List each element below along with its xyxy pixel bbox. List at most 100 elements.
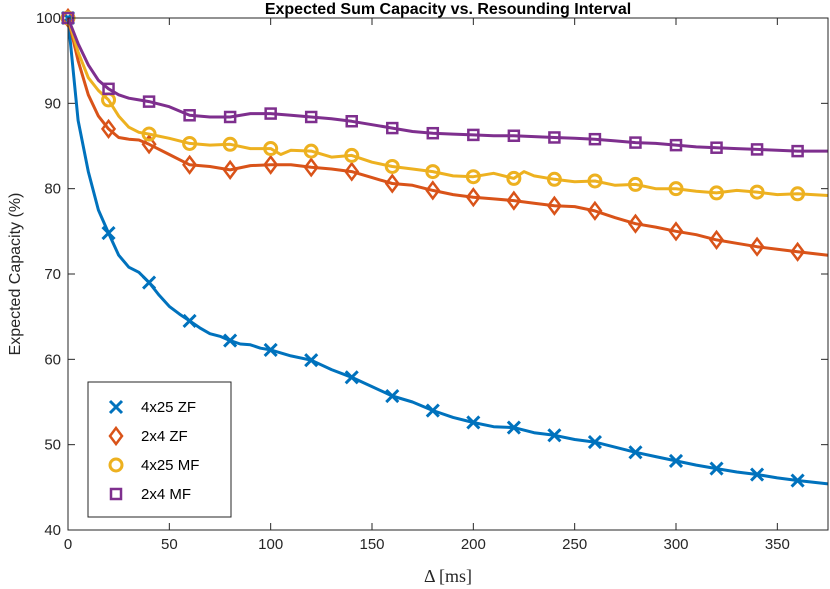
legend-label-4x25-zf: 4x25 ZF — [141, 399, 196, 416]
y-axis-label: Expected Capacity (%) — [7, 193, 24, 356]
data-point-2x4-zf — [182, 154, 198, 175]
data-point-4x25-mf — [546, 171, 562, 187]
x-axis-label: Δ [ms] — [424, 566, 472, 586]
data-point-2x4-mf — [629, 136, 642, 149]
data-point-2x4-zf — [587, 200, 603, 221]
data-point-4x25-zf — [668, 453, 684, 468]
legend-marker-2x4-mf — [109, 487, 123, 501]
data-point-2x4-mf — [467, 128, 480, 142]
data-point-2x4-zf — [506, 190, 522, 211]
data-point-4x25-mf — [627, 176, 643, 192]
data-point-4x25-zf — [547, 428, 562, 443]
data-point-2x4-zf — [263, 154, 279, 175]
data-point-2x4-mf — [183, 109, 196, 122]
legend-label-4x25-mf: 4x25 MF — [141, 457, 199, 474]
data-point-4x25-mf — [344, 147, 360, 163]
y-tick-label: 90 — [44, 95, 61, 112]
data-point-4x25-mf — [506, 170, 522, 186]
series-4x25-mf — [60, 10, 829, 202]
data-point-4x25-zf — [344, 370, 359, 385]
data-point-4x25-zf — [506, 420, 521, 435]
data-point-2x4-zf — [790, 241, 806, 262]
y-tick-label: 40 — [44, 522, 61, 539]
data-point-4x25-mf — [222, 136, 238, 152]
data-point-2x4-zf — [668, 221, 684, 242]
data-point-4x25-zf — [304, 353, 319, 368]
data-point-2x4-zf — [708, 229, 725, 250]
data-point-2x4-mf — [791, 144, 804, 158]
data-point-2x4-mf — [669, 138, 683, 152]
legend-label-2x4-zf: 2x4 ZF — [141, 428, 188, 445]
data-point-4x25-mf — [668, 181, 684, 197]
data-point-2x4-zf — [465, 187, 481, 208]
data-point-2x4-mf — [386, 121, 399, 135]
data-point-4x25-mf — [384, 158, 400, 174]
data-point-2x4-mf — [750, 143, 764, 156]
series-line-2x4-mf — [66, 17, 828, 153]
data-point-2x4-zf — [627, 213, 644, 234]
axis-layer: 0 50 100 150 200 250 300 350 40 50 60 70 80 90 100 — [36, 10, 829, 553]
data-point-2x4-mf — [507, 129, 521, 143]
x-tick-label: 150 — [359, 536, 384, 553]
x-tick-label: 350 — [765, 536, 790, 553]
data-point-2x4-mf — [426, 126, 440, 140]
x-tick-label: 200 — [461, 536, 486, 553]
data-point-4x25-zf — [101, 225, 116, 241]
data-point-2x4-zf — [303, 157, 319, 178]
data-point-4x25-mf — [425, 164, 441, 180]
data-point-4x25-mf — [303, 143, 319, 159]
y-tick-label: 100 — [36, 10, 61, 27]
data-point-4x25-zf — [587, 435, 602, 450]
data-point-4x25-mf — [749, 184, 765, 200]
data-point-2x4-zf — [344, 161, 360, 182]
legend: 4x25 ZF 2x4 ZF 4x25 MF 2x4 MF — [87, 381, 232, 518]
x-tick-label: 50 — [161, 536, 178, 553]
legend-marker-4x25-zf — [108, 399, 124, 415]
data-point-4x25-zf — [709, 461, 724, 476]
legend-marker-4x25-mf — [108, 457, 124, 473]
data-point-2x4-zf — [546, 195, 562, 216]
data-point-2x4-zf — [100, 118, 117, 140]
series-layer — [60, 7, 829, 488]
data-point-4x25-zf — [385, 388, 400, 404]
y-tick-label: 70 — [44, 266, 61, 283]
x-tick-label: 250 — [562, 536, 587, 553]
data-point-4x25-mf — [790, 186, 806, 202]
data-point-2x4-mf — [304, 110, 318, 124]
series-line-4x25-mf — [66, 17, 829, 197]
data-point-2x4-mf — [345, 115, 358, 128]
data-point-4x25-mf — [263, 141, 279, 157]
series-2x4-zf — [60, 7, 829, 262]
data-point-4x25-zf — [628, 445, 643, 460]
chart-title: Expected Sum Capacity vs. Resounding Int… — [265, 1, 631, 18]
data-point-4x25-zf — [182, 313, 197, 328]
data-point-4x25-mf — [182, 135, 198, 151]
data-point-2x4-zf — [425, 180, 441, 201]
data-point-2x4-zf — [749, 236, 765, 257]
data-point-2x4-zf — [222, 159, 238, 180]
y-tick-label: 60 — [44, 351, 61, 368]
legend-label-2x4-mf: 2x4 MF — [141, 486, 191, 503]
x-tick-label: 300 — [663, 536, 688, 553]
x-tick-label: 100 — [258, 536, 283, 553]
data-point-2x4-mf — [223, 110, 237, 124]
data-point-4x25-zf — [466, 415, 481, 430]
y-tick-label: 80 — [44, 181, 61, 198]
data-point-4x25-zf — [223, 333, 238, 348]
x-tick-label: 0 — [64, 536, 72, 553]
data-point-4x25-zf — [425, 403, 440, 418]
data-point-2x4-mf — [142, 95, 156, 108]
data-point-4x25-mf — [141, 126, 157, 142]
data-point-4x25-mf — [587, 173, 603, 189]
data-point-2x4-zf — [141, 134, 157, 155]
data-point-2x4-mf — [588, 132, 602, 146]
data-point-4x25-mf — [709, 185, 725, 201]
data-point-4x25-zf — [790, 473, 805, 488]
data-point-4x25-zf — [142, 275, 157, 290]
data-point-2x4-mf — [102, 82, 115, 96]
series-2x4-mf — [61, 11, 828, 158]
data-point-2x4-mf — [710, 141, 723, 154]
legend-marker-2x4-zf — [108, 425, 124, 447]
y-tick-label: 50 — [44, 437, 61, 454]
